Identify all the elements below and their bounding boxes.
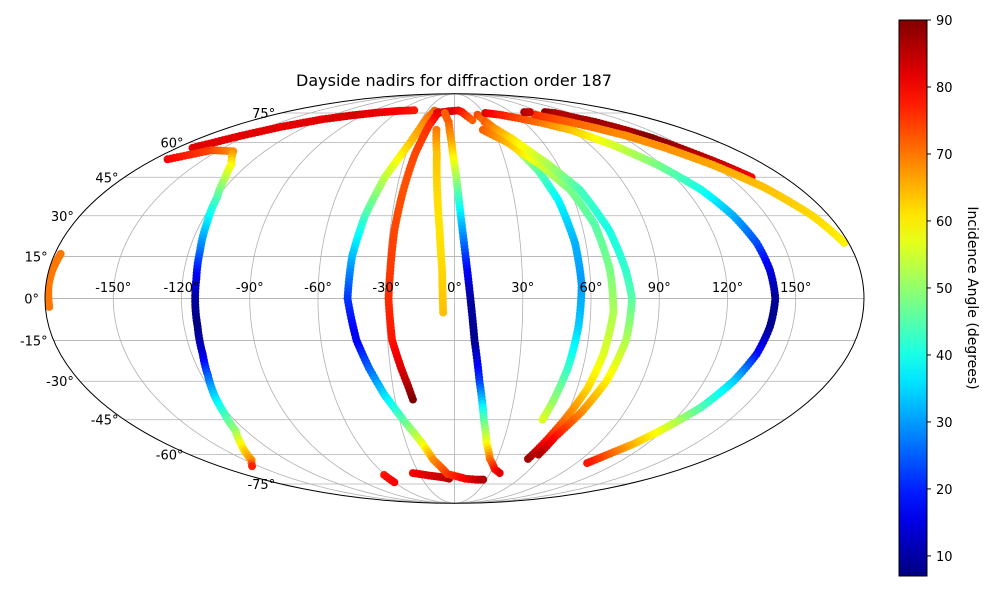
map-boundary	[44, 93, 865, 504]
longitude-gridline	[112, 93, 455, 504]
chart-title: Dayside nadirs for diffraction order 187	[296, 71, 612, 90]
latitude-tick-label: -30°	[46, 375, 74, 390]
data-points	[45, 106, 849, 487]
data-point	[534, 450, 543, 459]
latitude-tick-label: -60°	[156, 449, 184, 464]
latitude-tick-label: 75°	[252, 107, 275, 122]
colorbar-ticks: 10 20 30 40 50 60 70 80 90	[927, 14, 953, 565]
longitude-tick-label: 60°	[579, 281, 602, 296]
latitude-tick-label: -75°	[247, 478, 275, 493]
latitude-tick-label: 60°	[160, 136, 183, 151]
latitude-tick-label: -45°	[91, 414, 119, 429]
longitude-gridline	[249, 93, 455, 504]
latitude-tick-label: 15°	[25, 251, 48, 266]
data-point	[468, 116, 477, 125]
longitude-gridline	[181, 93, 455, 504]
colorbar-tick-label: 50	[936, 282, 953, 297]
latitude-tick-label: 45°	[95, 171, 118, 186]
data-point	[56, 249, 65, 258]
data-point	[408, 395, 417, 404]
longitude-tick-label: 120°	[712, 281, 743, 296]
longitude-tick-label: 30°	[511, 281, 534, 296]
data-point	[479, 475, 488, 484]
colorbar-tick-label: 90	[936, 14, 953, 29]
data-point	[248, 462, 257, 471]
longitude-tick-label: 0°	[447, 281, 462, 296]
colorbar-tick-label: 80	[936, 81, 953, 96]
data-point	[538, 415, 547, 424]
longitude-tick-label: 150°	[780, 281, 811, 296]
data-point	[439, 308, 448, 317]
colorbar-tick-label: 10	[936, 550, 953, 565]
data-point	[525, 108, 534, 117]
longitude-gridline	[317, 93, 455, 504]
longitude-tick-label: -60°	[304, 281, 332, 296]
longitude-tick-label: -120°	[163, 281, 199, 296]
latitude-tick-label: -15°	[20, 334, 48, 349]
longitude-tick-label: -150°	[95, 281, 131, 296]
data-point	[524, 454, 533, 463]
latitude-tick-labels: 75° 60° 45° 30° 15° 0° -15° -30° -45° -60° -75°	[20, 107, 275, 493]
data-point	[583, 459, 592, 468]
longitude-tick-labels: -150° -120° -90° -60° -30° 0° 30° 60° 90° 120° 150…	[95, 281, 811, 296]
longitude-gridline	[454, 93, 660, 504]
data-point	[840, 238, 849, 247]
data-point	[410, 106, 419, 115]
colorbar-tick-label: 40	[936, 349, 953, 364]
longitude-tick-label: -30°	[372, 281, 400, 296]
data-point	[390, 478, 399, 487]
colorbar-tick-label: 20	[936, 483, 953, 498]
longitude-tick-label: -90°	[236, 281, 264, 296]
longitude-gridline	[454, 93, 728, 504]
colorbar-gradient	[898, 19, 928, 577]
data-point	[495, 469, 504, 478]
colorbar-label: Incidence Angle (degrees)	[964, 206, 980, 389]
colorbar-tick-label: 30	[936, 416, 953, 431]
latitude-tick-label: 30°	[51, 210, 74, 225]
latitude-tick-label: 0°	[24, 293, 39, 308]
colorbar-tick-label: 60	[936, 215, 953, 230]
longitude-tick-label: 90°	[648, 281, 671, 296]
colorbar-tick-label: 70	[936, 148, 953, 163]
colorbar: 10 20 30 40 50 60 70 80 90 Incidence Angle (degr…	[898, 14, 980, 577]
